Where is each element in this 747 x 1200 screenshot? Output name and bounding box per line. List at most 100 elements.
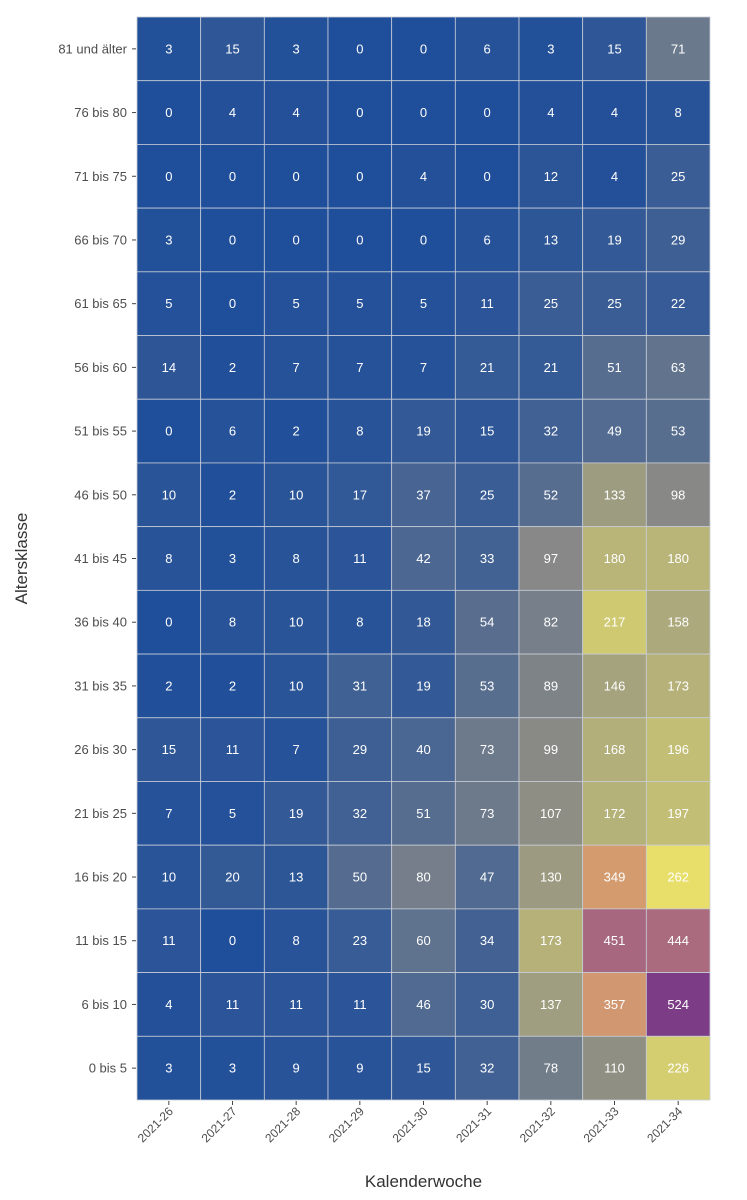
heatmap-cell bbox=[263, 844, 329, 910]
x-tick-label: 2021-34 bbox=[644, 1104, 685, 1145]
heatmap-cell bbox=[200, 16, 265, 82]
heatmap-cell bbox=[454, 1035, 520, 1101]
cell-value-label: 0 bbox=[293, 169, 300, 184]
heatmap-cell bbox=[645, 972, 711, 1037]
heatmap-cell bbox=[327, 844, 393, 910]
heatmap-cell bbox=[454, 589, 520, 655]
cell-value-label: 73 bbox=[480, 742, 494, 757]
cell-value-label: 107 bbox=[540, 806, 562, 821]
cell-value-label: 63 bbox=[671, 360, 685, 375]
y-tick-label: 41 bis 45 bbox=[74, 551, 127, 566]
x-tick-label: 2021-28 bbox=[262, 1104, 303, 1145]
heatmap-cell bbox=[327, 972, 393, 1037]
cell-value-label: 8 bbox=[356, 615, 363, 630]
cell-value-label: 3 bbox=[229, 551, 236, 566]
heatmap-cell bbox=[327, 462, 393, 528]
cell-value-label: 8 bbox=[165, 551, 172, 566]
heatmap-cell bbox=[518, 653, 584, 719]
y-tick-label: 31 bis 35 bbox=[74, 678, 127, 693]
cell-value-label: 3 bbox=[165, 232, 172, 247]
y-axis-tick-labels: 81 und älter 76 bis 80 71 bis 75 66 bis 70 6… bbox=[58, 41, 136, 1076]
heatmap-cell bbox=[136, 398, 202, 464]
heatmap-cell bbox=[454, 271, 520, 336]
cell-value-label: 5 bbox=[293, 296, 300, 311]
cell-value-label: 71 bbox=[671, 41, 685, 56]
x-axis-title: Kalenderwoche bbox=[365, 1172, 482, 1191]
cell-value-label: 0 bbox=[356, 105, 363, 120]
heatmap-cell bbox=[454, 908, 520, 973]
heatmap-cell bbox=[454, 335, 520, 400]
heatmap-cell bbox=[200, 589, 265, 655]
heatmap-cell bbox=[263, 717, 329, 782]
heatmap-cell bbox=[391, 16, 456, 82]
cell-value-label: 13 bbox=[544, 232, 558, 247]
heatmap-cell bbox=[518, 526, 584, 591]
cell-value-label: 4 bbox=[611, 105, 618, 120]
heatmap-cell bbox=[136, 717, 202, 782]
cell-value-label: 51 bbox=[607, 360, 621, 375]
cell-value-label: 19 bbox=[416, 424, 430, 439]
cell-value-label: 11 bbox=[162, 933, 176, 948]
cell-value-label: 19 bbox=[416, 678, 430, 693]
cell-value-label: 18 bbox=[416, 615, 430, 630]
cell-value-label: 197 bbox=[667, 806, 689, 821]
y-tick-label: 36 bis 40 bbox=[74, 615, 127, 630]
cell-value-label: 4 bbox=[547, 105, 554, 120]
cell-value-label: 46 bbox=[416, 997, 430, 1012]
cell-value-label: 0 bbox=[165, 424, 172, 439]
cell-value-label: 130 bbox=[540, 870, 562, 885]
heatmap-cell bbox=[136, 144, 202, 209]
cell-value-label: 168 bbox=[604, 742, 626, 757]
heatmap-cell bbox=[645, 462, 711, 528]
cell-value-label: 226 bbox=[667, 1061, 689, 1076]
cell-value-label: 15 bbox=[225, 41, 239, 56]
y-tick-label: 81 und älter bbox=[58, 41, 127, 56]
y-tick-label: 66 bis 70 bbox=[74, 232, 127, 247]
cell-value-label: 8 bbox=[293, 551, 300, 566]
y-tick-label: 21 bis 25 bbox=[74, 806, 127, 821]
cell-value-label: 173 bbox=[667, 678, 689, 693]
cell-value-label: 0 bbox=[356, 41, 363, 56]
heatmap-cell bbox=[645, 207, 711, 273]
cell-value-label: 53 bbox=[480, 678, 494, 693]
cell-value-label: 196 bbox=[667, 742, 689, 757]
heatmap-cell bbox=[263, 144, 329, 209]
cell-value-label: 0 bbox=[420, 232, 427, 247]
heatmap-cell bbox=[582, 908, 647, 973]
cell-value-label: 51 bbox=[416, 806, 430, 821]
cell-value-label: 7 bbox=[293, 742, 300, 757]
heatmap-cell bbox=[263, 526, 329, 591]
heatmap-cell bbox=[391, 335, 456, 400]
heatmap-cell bbox=[200, 908, 265, 973]
cell-value-label: 22 bbox=[671, 296, 685, 311]
cell-value-label: 3 bbox=[165, 41, 172, 56]
cell-value-label: 0 bbox=[484, 105, 491, 120]
heatmap-cell bbox=[327, 781, 393, 846]
cell-value-label: 97 bbox=[544, 551, 558, 566]
cell-value-label: 0 bbox=[356, 169, 363, 184]
heatmap-cell bbox=[327, 80, 393, 145]
cell-value-label: 60 bbox=[416, 933, 430, 948]
cell-value-label: 3 bbox=[293, 41, 300, 56]
heatmap-cell bbox=[263, 335, 329, 400]
heatmap-cell bbox=[327, 271, 393, 336]
cell-value-label: 173 bbox=[540, 933, 562, 948]
cell-value-label: 32 bbox=[544, 424, 558, 439]
heatmap-cell bbox=[391, 526, 456, 591]
heatmap-cell bbox=[582, 1035, 647, 1101]
cell-value-label: 11 bbox=[226, 742, 240, 757]
heatmap-cell bbox=[518, 80, 584, 145]
cell-value-label: 21 bbox=[480, 360, 494, 375]
heatmap-cell bbox=[136, 271, 202, 336]
cell-value-label: 34 bbox=[480, 933, 494, 948]
heatmap-cell bbox=[518, 398, 584, 464]
y-tick-label: 11 bis 15 bbox=[75, 933, 127, 948]
cell-value-label: 180 bbox=[667, 551, 689, 566]
cell-value-label: 451 bbox=[604, 933, 626, 948]
heatmap-cell bbox=[391, 653, 456, 719]
heatmap-cell bbox=[263, 589, 329, 655]
heatmap-cell bbox=[263, 908, 329, 973]
heatmap-cell bbox=[645, 717, 711, 782]
heatmap-cell bbox=[136, 653, 202, 719]
